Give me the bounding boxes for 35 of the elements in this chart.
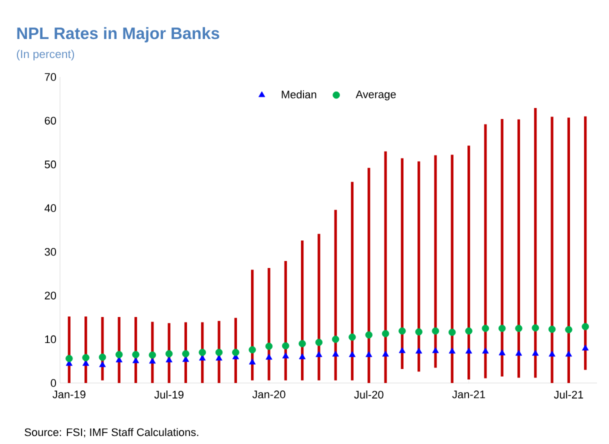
source-note: Source: FSI; IMF Staff Calculations. [24, 428, 198, 438]
x-tick-label: Jul-21 [554, 390, 584, 399]
chart-title: NPL Rates in Major Banks [17, 27, 220, 42]
bar [584, 116, 587, 370]
bar [517, 119, 520, 378]
bar [550, 116, 554, 383]
x-tick-label: Jan-21 [452, 390, 486, 398]
y-tick-label: 10 [45, 335, 56, 344]
y-tick-label: 20 [44, 292, 56, 300]
y-tick-label: 50 [44, 160, 56, 168]
bar [384, 151, 387, 383]
bar [567, 118, 570, 383]
bar [400, 158, 404, 370]
bar [500, 118, 504, 376]
x-tick-label: Jan-20 [252, 390, 286, 398]
y-tick-label: 70 [44, 73, 56, 81]
y-tick-label: 30 [44, 248, 56, 256]
bar [534, 108, 537, 378]
bar [450, 154, 454, 383]
y-tick-label: 60 [44, 116, 56, 125]
bar [434, 155, 437, 368]
y-tick-label: 40 [44, 204, 56, 212]
y-tick-label: 0 [50, 379, 56, 387]
chart-subtitle: (In percent) [16, 50, 74, 60]
x-tick-label: Jan-19 [52, 390, 86, 398]
bar [484, 124, 487, 378]
legend-label: Average [356, 90, 396, 100]
bar [268, 268, 270, 380]
bar [368, 168, 370, 383]
bar [418, 161, 420, 372]
legend-label: Median [282, 90, 316, 98]
bar [350, 182, 354, 380]
x-tick-label: Jul-19 [154, 390, 184, 399]
x-tick-label: Jul-20 [354, 390, 384, 399]
bar [467, 146, 470, 380]
